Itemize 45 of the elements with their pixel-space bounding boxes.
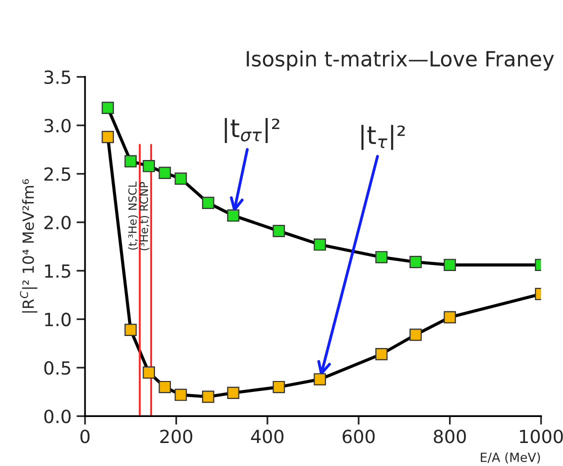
point (314, 238, 326, 251)
x-tick-label: 800 (434, 430, 466, 444)
point (202, 196, 214, 210)
point (444, 258, 456, 272)
point (202, 390, 214, 403)
y-tick-label: 3.5 (44, 70, 70, 84)
y-axis-title: |R$^{C}$|² 10⁴ MeV²fm⁶ (20, 179, 38, 313)
x-tick-label: 0 (80, 430, 90, 444)
x-tick-label: 200 (160, 430, 192, 444)
y-tick-label: 2.0 (44, 216, 71, 230)
point (272, 380, 285, 394)
y-tick-label: 1.0 (45, 312, 71, 326)
x-axis-title: E/A (MeV) (480, 452, 540, 464)
x-tick-label: 400 (251, 430, 284, 444)
point (142, 160, 155, 172)
ref-line-label: (t,³He) NSCL (128, 182, 138, 250)
point (124, 324, 137, 336)
point (444, 311, 456, 324)
point (375, 251, 388, 264)
y-tick-label: 0.0 (44, 410, 71, 424)
point (227, 386, 240, 399)
point (102, 102, 114, 114)
y-tick-label: 2.5 (44, 167, 70, 181)
x-tick-label: 1000 (520, 430, 563, 444)
point (174, 388, 187, 401)
point (102, 130, 114, 144)
annotation: |t$_{στ}$|² (224, 118, 280, 144)
point (124, 155, 137, 168)
point (158, 380, 171, 394)
point (410, 328, 422, 341)
point (174, 172, 187, 185)
y-tick-label: 0.5 (44, 361, 70, 375)
point (375, 348, 388, 360)
point (142, 366, 155, 379)
point (158, 166, 171, 179)
y-tick-label: 3.0 (44, 118, 71, 132)
point (227, 209, 240, 222)
point (272, 224, 285, 238)
annotation: |t$_{τ}$|² (361, 124, 405, 150)
y-tick-label: 1.5 (45, 264, 70, 278)
point (410, 256, 422, 268)
ref-line-label: (³He,t) RCNP (139, 182, 150, 250)
x-tick-label: 600 (342, 430, 375, 444)
point (314, 373, 326, 386)
chart-title: Isospin t-matrix—Love Franey (246, 50, 554, 71)
